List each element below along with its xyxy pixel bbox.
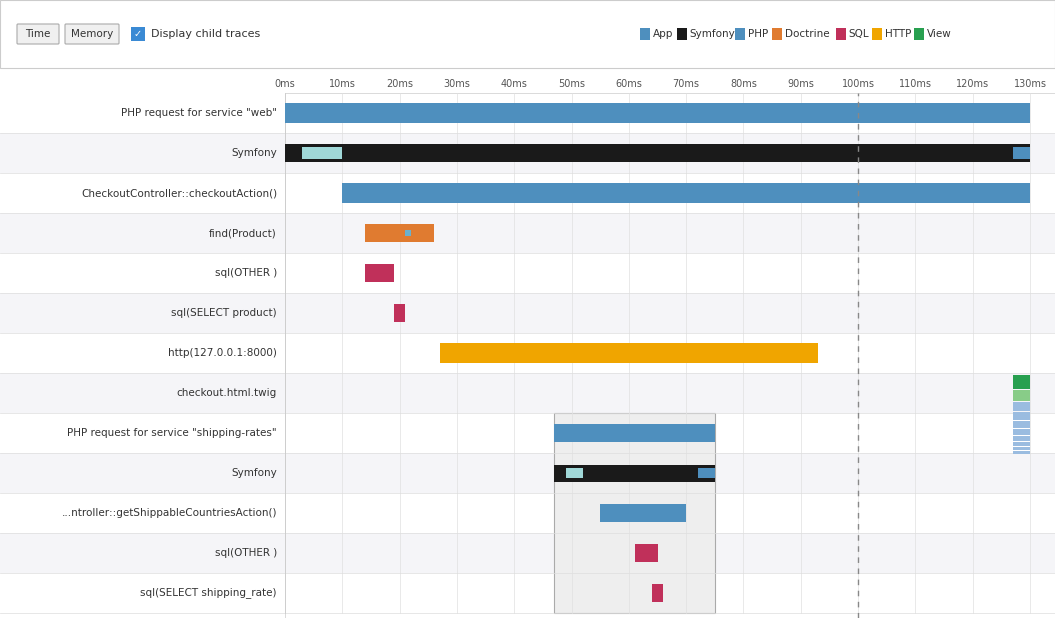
Bar — [285, 143, 1030, 163]
Bar — [0, 453, 1055, 493]
Bar — [634, 544, 657, 562]
Bar — [1013, 147, 1030, 159]
Bar — [405, 230, 411, 237]
Text: Display child traces: Display child traces — [151, 29, 261, 39]
Text: Memory: Memory — [71, 29, 113, 39]
Bar — [394, 303, 405, 323]
Text: Symfony: Symfony — [231, 468, 277, 478]
Bar — [302, 147, 342, 159]
Bar — [836, 28, 845, 40]
Bar — [652, 583, 664, 603]
Bar — [285, 103, 1030, 123]
FancyBboxPatch shape — [65, 24, 119, 44]
Text: 120ms: 120ms — [956, 79, 990, 89]
Text: PHP request for service "shipping-rates": PHP request for service "shipping-rates" — [68, 428, 277, 438]
Bar — [1013, 412, 1030, 420]
Text: 60ms: 60ms — [615, 79, 642, 89]
Bar — [771, 28, 782, 40]
Bar — [0, 133, 1055, 173]
Bar — [1013, 447, 1030, 450]
Bar — [676, 28, 687, 40]
Bar — [600, 504, 686, 522]
Text: 10ms: 10ms — [329, 79, 356, 89]
Bar — [554, 413, 715, 613]
Bar — [365, 264, 394, 282]
Text: App: App — [653, 29, 673, 39]
Text: Symfony: Symfony — [231, 148, 277, 158]
Bar — [1013, 375, 1030, 389]
Bar — [365, 224, 434, 242]
Bar — [1013, 442, 1030, 446]
Text: Symfony: Symfony — [690, 29, 735, 39]
Bar — [554, 424, 715, 442]
Bar — [1013, 402, 1030, 411]
Bar — [1013, 390, 1030, 401]
Bar — [0, 373, 1055, 413]
Text: 40ms: 40ms — [501, 79, 528, 89]
Bar — [1013, 451, 1030, 454]
Bar — [0, 573, 1055, 613]
Text: 130ms: 130ms — [1014, 79, 1047, 89]
Bar — [342, 183, 1030, 203]
Text: 100ms: 100ms — [842, 79, 875, 89]
Bar — [0, 213, 1055, 253]
Bar — [0, 253, 1055, 293]
Text: 20ms: 20ms — [386, 79, 414, 89]
Text: ...ntroller::getShippableCountriesAction(): ...ntroller::getShippableCountriesAction… — [61, 508, 277, 518]
Bar — [0, 93, 1055, 133]
Bar — [0, 173, 1055, 213]
Bar — [697, 468, 715, 478]
Bar — [1013, 421, 1030, 428]
Text: CheckoutController::checkoutAction(): CheckoutController::checkoutAction() — [81, 188, 277, 198]
Text: 110ms: 110ms — [899, 79, 932, 89]
Bar — [131, 27, 145, 41]
Text: checkout.html.twig: checkout.html.twig — [177, 388, 277, 398]
Text: View: View — [927, 29, 952, 39]
Bar — [0, 413, 1055, 453]
Bar — [440, 343, 818, 363]
Text: 30ms: 30ms — [443, 79, 471, 89]
Text: sql(SELECT product): sql(SELECT product) — [171, 308, 277, 318]
FancyBboxPatch shape — [17, 24, 59, 44]
Text: 70ms: 70ms — [673, 79, 699, 89]
Bar — [1013, 436, 1030, 441]
Text: HTTP: HTTP — [885, 29, 912, 39]
Text: Time: Time — [25, 29, 51, 39]
Bar — [640, 28, 650, 40]
Text: SQL: SQL — [848, 29, 869, 39]
Bar — [565, 468, 583, 478]
Text: 0ms: 0ms — [274, 79, 295, 89]
Bar — [554, 465, 715, 481]
Text: PHP request for service "web": PHP request for service "web" — [121, 108, 277, 118]
Text: 80ms: 80ms — [730, 79, 756, 89]
Text: sql(SELECT shipping_rate): sql(SELECT shipping_rate) — [140, 588, 277, 598]
Bar — [0, 333, 1055, 373]
Bar — [0, 493, 1055, 533]
Bar — [735, 28, 745, 40]
Text: PHP: PHP — [748, 29, 768, 39]
Bar — [0, 293, 1055, 333]
Text: Doctrine: Doctrine — [785, 29, 829, 39]
Bar — [872, 28, 882, 40]
Bar — [914, 28, 924, 40]
Bar — [0, 0, 1055, 68]
Text: 50ms: 50ms — [558, 79, 586, 89]
Text: sql(OTHER ): sql(OTHER ) — [215, 548, 277, 558]
Text: ✓: ✓ — [134, 29, 142, 39]
Bar — [0, 533, 1055, 573]
Bar — [1013, 429, 1030, 435]
Text: 90ms: 90ms — [787, 79, 814, 89]
Text: find(Product): find(Product) — [209, 228, 277, 238]
Text: sql(OTHER ): sql(OTHER ) — [215, 268, 277, 278]
Text: http(127.0.0.1:8000): http(127.0.0.1:8000) — [168, 348, 277, 358]
